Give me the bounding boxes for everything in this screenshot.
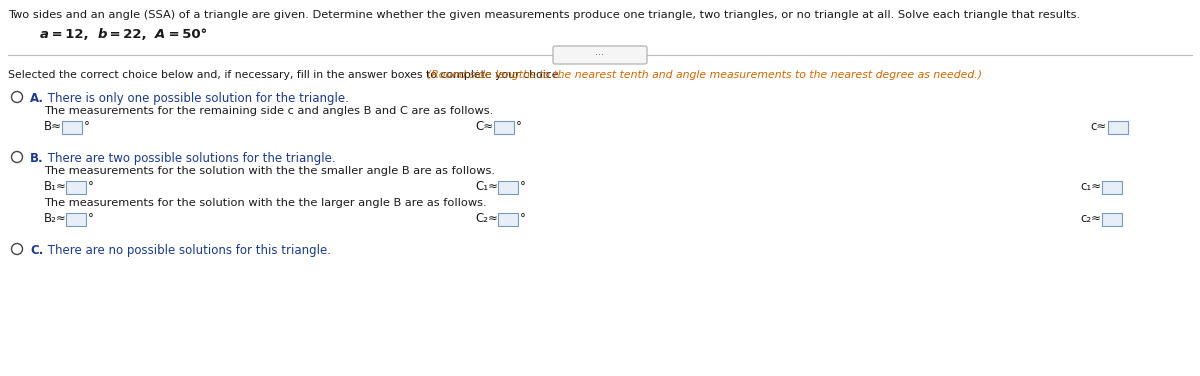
Text: A.: A. <box>30 92 44 105</box>
Text: B≈: B≈ <box>44 120 62 133</box>
Text: c≈: c≈ <box>1090 120 1106 133</box>
Text: There are no possible solutions for this triangle.: There are no possible solutions for this… <box>44 244 331 257</box>
Text: °: ° <box>84 120 90 133</box>
Text: C₂≈: C₂≈ <box>475 212 498 225</box>
Text: °: ° <box>88 180 94 193</box>
Text: °: ° <box>516 120 522 133</box>
Text: c₂≈: c₂≈ <box>1080 212 1102 225</box>
Text: The measurements for the solution with the the larger angle B are as follows.: The measurements for the solution with t… <box>44 198 487 208</box>
Text: C≈: C≈ <box>475 120 493 133</box>
Text: C₁≈: C₁≈ <box>475 180 498 193</box>
Text: ···: ··· <box>595 50 605 60</box>
Text: a: a <box>40 28 49 41</box>
FancyBboxPatch shape <box>62 121 82 134</box>
Text: c₁≈: c₁≈ <box>1080 180 1102 193</box>
FancyBboxPatch shape <box>1108 121 1128 134</box>
Text: Selected the correct choice below and, if necessary, fill in the answer boxes to: Selected the correct choice below and, i… <box>8 70 1121 80</box>
Text: The measurements for the remaining side c and angles B and C are as follows.: The measurements for the remaining side … <box>44 106 493 116</box>
Text: °: ° <box>520 180 526 193</box>
Text: The measurements for the solution with the the smaller angle B are as follows.: The measurements for the solution with t… <box>44 166 496 176</box>
Text: B₁≈: B₁≈ <box>44 180 67 193</box>
FancyBboxPatch shape <box>1102 181 1122 194</box>
FancyBboxPatch shape <box>66 213 86 226</box>
Text: Two sides and an angle (SSA) of a triangle are given. Determine whether the give: Two sides and an angle (SSA) of a triang… <box>8 10 1080 20</box>
FancyBboxPatch shape <box>498 213 518 226</box>
Text: b: b <box>98 28 108 41</box>
FancyBboxPatch shape <box>66 181 86 194</box>
Text: C.: C. <box>30 244 43 257</box>
Text: B.: B. <box>30 152 43 165</box>
Text: There are two possible solutions for the triangle.: There are two possible solutions for the… <box>44 152 336 165</box>
Text: Selected the correct choice below and, if necessary, fill in the answer boxes to: Selected the correct choice below and, i… <box>8 70 565 80</box>
FancyBboxPatch shape <box>498 181 518 194</box>
Text: °: ° <box>520 212 526 225</box>
Text: There is only one possible solution for the triangle.: There is only one possible solution for … <box>44 92 349 105</box>
Text: A: A <box>155 28 166 41</box>
Text: = 22,: = 22, <box>107 28 146 41</box>
FancyBboxPatch shape <box>1102 213 1122 226</box>
Text: (Round side lengths to the nearest tenth and angle measurements to the nearest d: (Round side lengths to the nearest tenth… <box>427 70 982 80</box>
Text: = 50°: = 50° <box>166 28 208 41</box>
Text: °: ° <box>88 212 94 225</box>
FancyBboxPatch shape <box>553 46 647 64</box>
Text: B₂≈: B₂≈ <box>44 212 67 225</box>
Text: = 12,: = 12, <box>49 28 89 41</box>
FancyBboxPatch shape <box>494 121 514 134</box>
